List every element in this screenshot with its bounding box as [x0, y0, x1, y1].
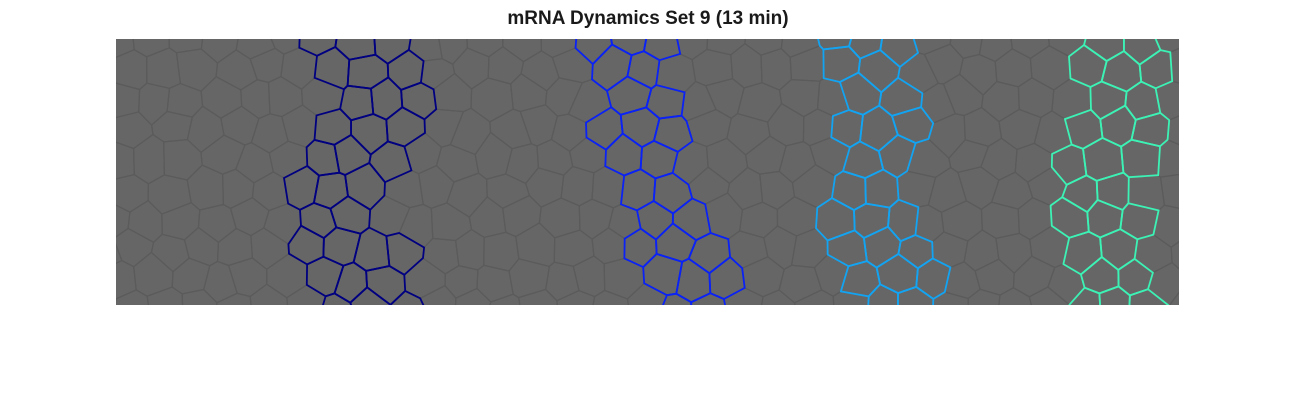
background-cell — [419, 284, 457, 305]
background-cell — [1159, 173, 1179, 209]
background-cell — [1170, 241, 1179, 270]
background-cell — [1168, 291, 1179, 305]
background-cell — [216, 292, 252, 305]
background-cell — [998, 287, 1033, 305]
figure-title: mRNA Dynamics Set 9 (13 min) — [507, 8, 789, 29]
background-cell — [1028, 286, 1071, 305]
stripe-cell — [690, 292, 727, 305]
background-cell — [146, 286, 184, 305]
stripe-cell — [897, 285, 935, 305]
tissue-cell-map — [116, 39, 1179, 305]
background-cell — [793, 289, 835, 305]
stripe-1-cells — [283, 39, 438, 305]
background-cell — [556, 289, 596, 305]
stripe-cell — [349, 286, 392, 305]
stripe-cell — [1098, 285, 1131, 305]
stripe-3-cells — [815, 39, 952, 305]
background-cell — [286, 284, 327, 305]
background-cell — [832, 290, 870, 305]
background-cell — [249, 283, 289, 305]
stripe-cell — [1068, 286, 1101, 305]
background-cell — [454, 287, 492, 305]
stripe-cell — [1128, 288, 1170, 305]
stripe-cell — [867, 283, 899, 305]
background-cell — [489, 293, 521, 305]
background-cell — [116, 289, 150, 305]
background-cell — [760, 289, 796, 305]
background-cell — [967, 288, 1001, 305]
background-cell — [181, 288, 218, 305]
stripe-4-cells — [1049, 39, 1174, 305]
background-cell — [592, 289, 629, 305]
tissue-image-panel — [116, 39, 1179, 305]
background-cell — [626, 282, 668, 305]
stripe-2-cells — [574, 39, 746, 305]
highlighted-cell-stripes — [283, 39, 1174, 305]
stripe-cell — [322, 292, 353, 305]
background-cell — [517, 288, 558, 305]
stripe-cell — [389, 289, 425, 305]
